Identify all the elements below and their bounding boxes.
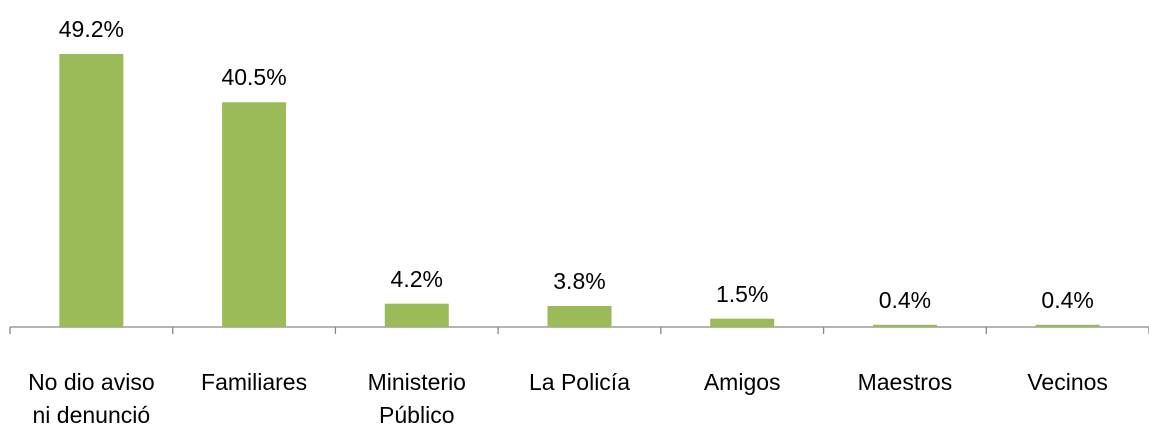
bar: [384, 303, 449, 327]
bar: [222, 102, 287, 328]
bar: [710, 318, 775, 327]
x-tick-label: Vecinos: [1027, 369, 1108, 395]
value-label: 0.4%: [1041, 286, 1094, 313]
bar: [59, 54, 124, 327]
value-label: 3.8%: [553, 267, 606, 294]
value-label: 49.2%: [58, 16, 124, 42]
bar: [872, 324, 937, 327]
bar: [1035, 324, 1100, 327]
x-tick-label: Amigos: [703, 369, 781, 395]
value-label: 0.4%: [878, 286, 932, 313]
x-tick-label: Familiares: [201, 369, 308, 395]
x-tick-label: Ministerio Público: [367, 369, 466, 428]
value-label: 40.5%: [221, 64, 287, 91]
x-tick-label: La Policía: [528, 369, 630, 395]
value-label: 4.2%: [390, 265, 443, 292]
bar: [547, 305, 612, 327]
x-tick-label: No dio aviso ni denunció: [28, 369, 155, 428]
value-label: 1.5%: [715, 280, 769, 307]
x-tick-label: Maestros: [857, 369, 953, 395]
